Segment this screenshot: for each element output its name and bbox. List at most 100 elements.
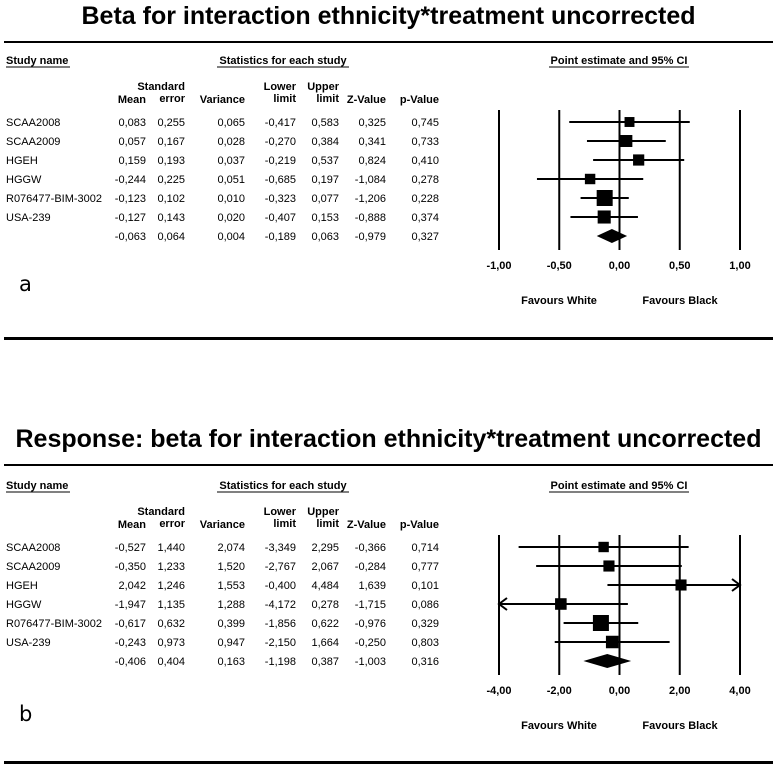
point-estimate [592, 615, 609, 631]
header-plot-group: Point estimate and 95% CI [551, 480, 688, 492]
row-study-name: HGEH [6, 580, 38, 592]
table-cell: 0,537 [311, 155, 339, 167]
panel-title: Beta for interaction ethnicity*treatment… [81, 2, 696, 30]
x-tick-label: -0,50 [547, 260, 572, 272]
header-plot-group: Point estimate and 95% CI [551, 55, 688, 67]
favours-left-label: Favours White [521, 720, 597, 732]
row-study-name: SCAA2009 [6, 561, 60, 573]
table-cell: -0,527 [115, 542, 146, 554]
summary-cell: 0,004 [217, 231, 245, 243]
table-cell: -0,417 [265, 117, 296, 129]
table-cell: -3,349 [265, 542, 296, 554]
table-cell: 0,374 [411, 212, 439, 224]
panel-title: Response: beta for interaction ethnicity… [15, 425, 762, 453]
table-cell: 0,051 [217, 174, 245, 186]
summary-cell: 0,327 [411, 231, 439, 243]
top-rule [4, 464, 773, 466]
point-estimate [624, 117, 635, 127]
table-cell: 0,622 [311, 618, 339, 630]
table-cell: -0,407 [265, 212, 296, 224]
table-cell: -0,350 [115, 561, 146, 573]
summary-cell: -0,406 [115, 656, 146, 668]
row-study-name: USA-239 [6, 212, 51, 224]
table-cell: -0,270 [265, 136, 296, 148]
forest-panel-b: Response: beta for interaction ethnicity… [0, 380, 777, 767]
column-header: Variance [200, 94, 245, 106]
table-cell: 0,037 [217, 155, 245, 167]
table-cell: -0,323 [265, 193, 296, 205]
column-header: Mean [118, 519, 146, 531]
table-cell: 2,042 [118, 580, 146, 592]
table-cell: -0,888 [355, 212, 386, 224]
table-cell: -0,400 [265, 580, 296, 592]
table-cell: 1,233 [157, 561, 185, 573]
summary-cell: -1,198 [265, 656, 296, 668]
table-cell: -2,150 [265, 637, 296, 649]
column-header: Standard [137, 81, 185, 93]
table-cell: -4,172 [265, 599, 296, 611]
bottom-rule [4, 337, 773, 340]
point-estimate [675, 579, 687, 591]
table-cell: 0,824 [358, 155, 386, 167]
table-cell: 0,632 [157, 618, 185, 630]
table-cell: -0,243 [115, 637, 146, 649]
summary-cell: 0,316 [411, 656, 439, 668]
summary-diamond [596, 229, 628, 243]
table-cell: 0,733 [411, 136, 439, 148]
table-cell: 0,384 [311, 136, 339, 148]
table-cell: 0,083 [118, 117, 146, 129]
forest-panel-a: Beta for interaction ethnicity*treatment… [0, 0, 777, 380]
table-cell: -2,767 [265, 561, 296, 573]
column-header: limit [316, 518, 339, 530]
table-cell: -0,244 [115, 174, 146, 186]
x-tick-label: 1,00 [729, 260, 750, 272]
row-study-name: HGGW [6, 599, 42, 611]
summary-cell: 0,063 [311, 231, 339, 243]
column-header: p-Value [400, 94, 439, 106]
table-cell: 0,777 [411, 561, 439, 573]
table-cell: 1,135 [157, 599, 185, 611]
column-header: Upper [307, 81, 340, 93]
table-cell: 1,520 [217, 561, 245, 573]
table-cell: 0,399 [217, 618, 245, 630]
table-cell: 0,197 [311, 174, 339, 186]
point-estimate [584, 173, 596, 185]
column-header: error [159, 93, 185, 105]
table-cell: 0,583 [311, 117, 339, 129]
summary-cell: 0,064 [157, 231, 185, 243]
x-tick-label: -4,00 [486, 685, 511, 697]
table-cell: 0,278 [311, 599, 339, 611]
table-cell: 0,255 [157, 117, 185, 129]
ci-arrow-right [731, 578, 742, 592]
summary-cell: 0,163 [217, 656, 245, 668]
header-stats-group: Statistics for each study [219, 480, 347, 492]
header-study-name: Study name [6, 480, 68, 492]
column-header: Lower [264, 81, 297, 93]
table-cell: 0,153 [311, 212, 339, 224]
x-tick-label: 0,00 [609, 685, 630, 697]
table-cell: 0,325 [358, 117, 386, 129]
row-study-name: SCAA2008 [6, 542, 60, 554]
table-cell: 0,803 [411, 637, 439, 649]
point-estimate [633, 154, 645, 166]
table-cell: 1,440 [157, 542, 185, 554]
table-cell: 0,020 [217, 212, 245, 224]
column-header: Lower [264, 506, 297, 518]
table-cell: 1,553 [217, 580, 245, 592]
table-cell: 1,288 [217, 599, 245, 611]
table-cell: 0,341 [358, 136, 386, 148]
table-cell: 0,065 [217, 117, 245, 129]
table-cell: 0,193 [157, 155, 185, 167]
ci-arrow-left [497, 597, 508, 611]
table-cell: -1,715 [355, 599, 386, 611]
table-cell: -0,219 [265, 155, 296, 167]
panel-label: b [19, 702, 33, 726]
table-cell: 0,159 [118, 155, 146, 167]
row-study-name: SCAA2008 [6, 117, 60, 129]
column-header: Z-Value [347, 94, 386, 106]
row-study-name: HGEH [6, 155, 38, 167]
summary-cell: -0,063 [115, 231, 146, 243]
row-study-name: SCAA2009 [6, 136, 60, 148]
point-estimate [555, 598, 567, 610]
column-header: Upper [307, 506, 340, 518]
